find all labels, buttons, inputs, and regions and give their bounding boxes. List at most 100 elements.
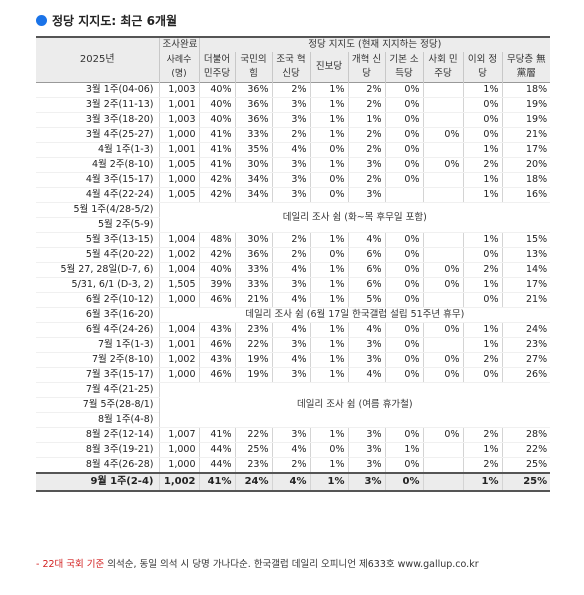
party-value-cell <box>422 187 463 203</box>
row-label: 5월 3주(13-15) <box>36 232 159 248</box>
party-value-cell: 0% <box>462 292 502 308</box>
party-value-cell: 1% <box>309 232 348 248</box>
party-value-cell <box>422 142 463 158</box>
party-value-cell: 3% <box>271 367 310 383</box>
header-party: 더불어 민주당 <box>198 52 235 83</box>
table-row: 8월 2주(12-14) 1,007 41% 22% 3% 1% 3% 0% 0% 2% 28% <box>36 427 551 443</box>
party-value-cell: 0% <box>422 277 463 293</box>
party-value-cell: 27% <box>501 352 551 368</box>
party-value-cell: 2% <box>271 82 310 98</box>
party-value-cell: 39% <box>198 277 235 293</box>
table-row: 4월 3주(15-17) 1,000 42% 34% 3% 0% 2% 0% 1% 18% <box>36 172 551 188</box>
party-value-cell: 25% <box>501 457 551 474</box>
row-label: 3월 1주(04-06) <box>36 82 159 98</box>
sample-size-cell: 1,002 <box>158 352 199 368</box>
party-value-cell <box>422 442 463 458</box>
party-value-cell: 22% <box>234 337 272 353</box>
party-value-cell: 0% <box>422 322 463 338</box>
party-value-cell: 20% <box>501 157 551 173</box>
party-value-cell <box>422 337 463 353</box>
party-value-cell: 2% <box>271 247 310 263</box>
poll-table: 2025년 조사완료 정당 지지도 (현재 지지하는 정당) 사례수 (명) 더… <box>36 36 551 492</box>
row-label: 3월 4주(25-27) <box>36 127 159 143</box>
party-value-cell: 41% <box>198 472 235 492</box>
header-sample-top: 조사완료 <box>158 37 199 52</box>
row-label: 7월 2주(8-10) <box>36 352 159 368</box>
party-value-cell: 4% <box>271 322 310 338</box>
party-value-cell <box>422 472 463 492</box>
party-value-cell: 41% <box>198 157 235 173</box>
party-value-cell: 4% <box>271 442 310 458</box>
row-label: 8월 2주(12-14) <box>36 427 159 443</box>
party-value-cell: 33% <box>234 127 272 143</box>
party-value-cell: 0% <box>384 172 423 188</box>
party-value-cell: 1% <box>309 277 348 293</box>
party-value-cell: 4% <box>347 367 385 383</box>
party-value-cell: 3% <box>347 352 385 368</box>
party-value-cell: 1% <box>309 367 348 383</box>
row-label: 4월 3주(15-17) <box>36 172 159 188</box>
party-value-cell: 0% <box>384 157 423 173</box>
party-value-cell: 1% <box>462 322 502 338</box>
party-value-cell: 1% <box>309 127 348 143</box>
party-value-cell <box>422 457 463 474</box>
party-value-cell: 0% <box>384 142 423 158</box>
sample-size-cell: 1,007 <box>158 427 199 443</box>
row-label: 6월 2주(10-12) <box>36 292 159 308</box>
sample-size-cell: 1,003 <box>158 112 199 128</box>
party-value-cell: 21% <box>234 292 272 308</box>
party-value-cell: 1% <box>462 472 502 492</box>
party-value-cell: 34% <box>234 172 272 188</box>
party-value-cell: 40% <box>198 97 235 113</box>
party-value-cell: 3% <box>347 427 385 443</box>
party-value-cell: 3% <box>347 472 385 492</box>
party-value-cell: 25% <box>234 442 272 458</box>
party-value-cell: 4% <box>347 232 385 248</box>
party-value-cell: 3% <box>271 172 310 188</box>
party-value-cell: 2% <box>347 82 385 98</box>
table-row: 7월 4주(21-25) 데일리 조사 쉼 (여름 휴가철) <box>36 382 551 428</box>
party-value-cell: 25% <box>501 472 551 492</box>
party-value-cell: 19% <box>501 112 551 128</box>
sample-size-cell: 1,505 <box>158 277 199 293</box>
page-title: 정당 지지도: 최근 6개월 <box>36 12 177 29</box>
table-row: 6월 3주(16-20) 데일리 조사 쉼 (6월 17일 한국갤럽 설립 51주… <box>36 307 551 323</box>
party-value-cell: 3% <box>271 97 310 113</box>
row-label: 6월 4주(24-26) <box>36 322 159 338</box>
party-value-cell: 1% <box>384 442 423 458</box>
table-row: 3월 3주(18-20) 1,003 40% 36% 3% 1% 1% 0% 0% 19% <box>36 112 551 128</box>
table-row: 8월 4주(26-28) 1,000 44% 23% 2% 1% 3% 0% 2% 25% <box>36 457 551 474</box>
row-label: 8월 4주(26-28) <box>36 457 159 474</box>
party-value-cell: 1% <box>462 172 502 188</box>
party-value-cell: 1% <box>347 112 385 128</box>
party-value-cell: 42% <box>198 187 235 203</box>
sample-size-cell: 1,001 <box>158 142 199 158</box>
party-value-cell: 46% <box>198 367 235 383</box>
party-value-cell: 15% <box>501 232 551 248</box>
row-label: 7월 4주(21-25) <box>36 382 159 398</box>
party-value-cell: 0% <box>309 172 348 188</box>
party-value-cell <box>422 232 463 248</box>
party-value-cell: 28% <box>501 427 551 443</box>
bullet-dot-icon <box>36 15 47 26</box>
party-value-cell: 1% <box>309 457 348 474</box>
party-value-cell: 6% <box>347 277 385 293</box>
party-value-cell: 21% <box>501 127 551 143</box>
party-value-cell: 17% <box>501 142 551 158</box>
header-party: 개혁 신당 <box>347 52 385 83</box>
party-value-cell: 35% <box>234 142 272 158</box>
party-value-cell: 0% <box>384 262 423 278</box>
sample-size-cell: 1,001 <box>158 97 199 113</box>
party-value-cell: 3% <box>347 187 385 203</box>
table-row: 9월 1주(2-4) 1,002 41% 24% 4% 1% 3% 0% 1% 25% <box>36 472 551 492</box>
party-value-cell: 0% <box>384 367 423 383</box>
party-value-cell: 30% <box>234 232 272 248</box>
party-value-cell: 0% <box>309 187 348 203</box>
table-row: 7월 2주(8-10) 1,002 43% 19% 4% 1% 3% 0% 0% 2% 27% <box>36 352 551 368</box>
header-party: 진보당 <box>309 52 348 83</box>
party-value-cell: 3% <box>347 337 385 353</box>
table-row: 4월 4주(22-24) 1,005 42% 34% 3% 0% 3% 1% 16% <box>36 187 551 203</box>
row-label: 5월 1주(4/28-5/2) <box>36 202 159 218</box>
party-value-cell: 3% <box>347 442 385 458</box>
party-value-cell: 4% <box>271 142 310 158</box>
